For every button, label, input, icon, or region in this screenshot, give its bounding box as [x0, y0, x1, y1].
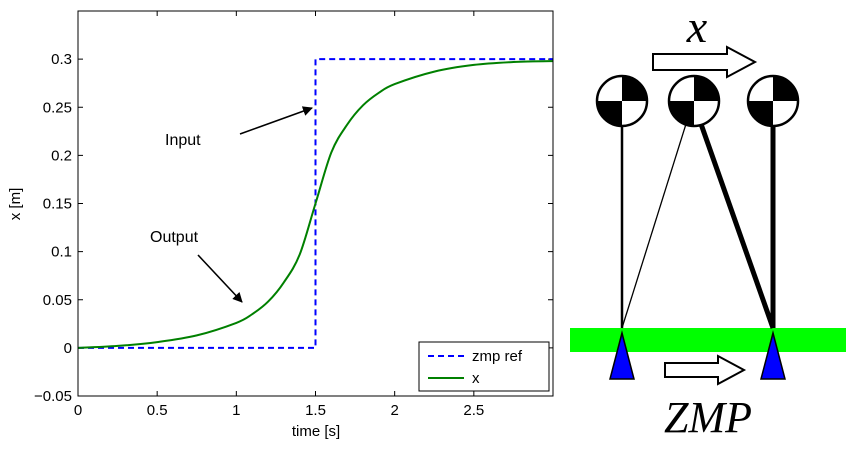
- legend-box: [418, 341, 550, 392]
- y-tick-label: 0.05: [43, 292, 72, 309]
- foot-left: [609, 330, 635, 380]
- ground-bar: [570, 328, 846, 352]
- y-tick-label: 0.15: [43, 196, 72, 213]
- com-symbol-middle: [667, 74, 721, 128]
- y-tick-label: 0.2: [51, 147, 72, 164]
- annotation-output-arrow: [197, 254, 243, 303]
- top-direction-arrow: [652, 45, 758, 79]
- x-axis-label: time [s]: [292, 423, 340, 440]
- y-tick-label: 0.25: [43, 99, 72, 116]
- series-layer: [77, 58, 554, 349]
- x-tick-label: 1: [232, 402, 240, 419]
- foot-right: [760, 330, 786, 380]
- annotation-input-arrow: [239, 106, 313, 135]
- legend: zmp ref x: [418, 341, 550, 392]
- series-line-x: [77, 60, 554, 349]
- diagram-x-label: x: [686, 1, 708, 52]
- y-axis-label: x [m]: [7, 188, 24, 221]
- y-tick-label: 0: [64, 340, 72, 357]
- zmp-chart: 0 0.5 1 1.5 2 2.5−0.0500.050.10.150.20.250.3 …: [7, 10, 554, 440]
- plot-frame: [77, 10, 554, 397]
- annotation-output-label: Output: [150, 229, 199, 246]
- x-tick-label: 1.5: [305, 402, 326, 419]
- leg-middle-thin: [621, 123, 687, 329]
- com-symbol-right: [746, 74, 800, 128]
- leg-middle-thick: [698, 123, 776, 329]
- x-tick-label: 2: [390, 402, 398, 419]
- diagram-zmp-label: ZMP: [664, 393, 752, 442]
- com-symbol-left: [595, 74, 649, 128]
- x-tick-label: 2.5: [463, 402, 484, 419]
- y-tick-label: 0.3: [51, 51, 72, 68]
- y-tick-label: −0.05: [34, 388, 72, 405]
- legend-label-x: x: [472, 370, 480, 387]
- annotation-input-label: Input: [165, 132, 201, 149]
- bottom-direction-arrow: [664, 354, 747, 386]
- x-tick-label: 0: [74, 402, 82, 419]
- x-tick-label: 0.5: [147, 402, 168, 419]
- walking-diagram: x ZMP: [570, 1, 846, 442]
- y-tick-label: 0.1: [51, 244, 72, 261]
- legend-label-zmp-ref: zmp ref: [472, 348, 523, 365]
